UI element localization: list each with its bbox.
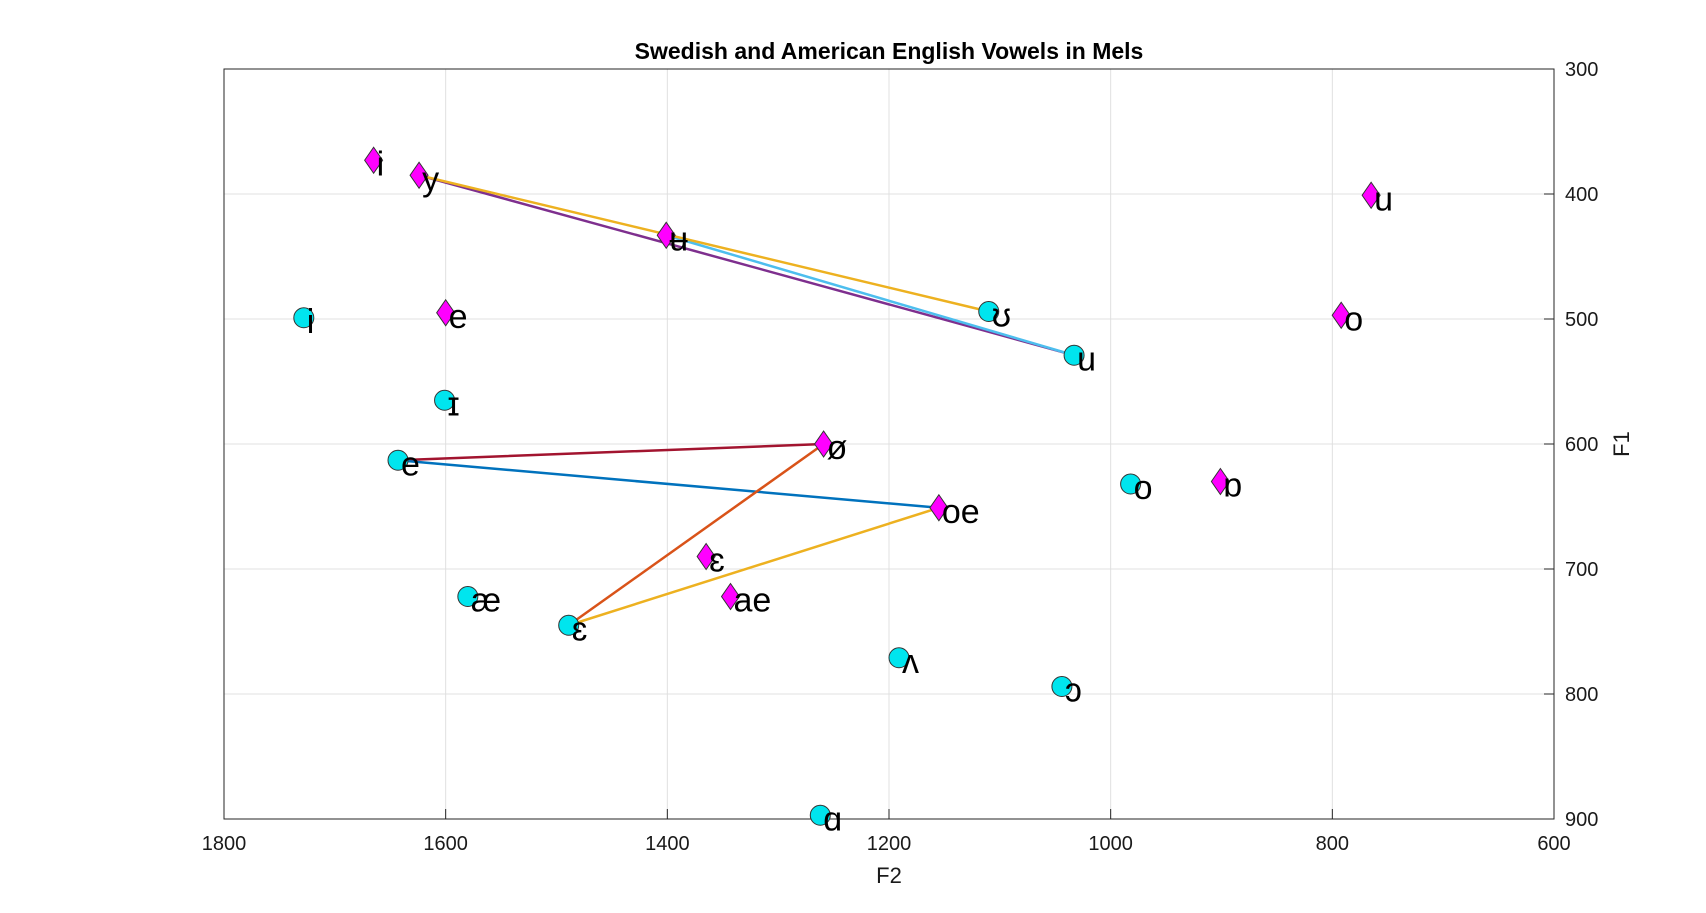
circle-marker (978, 301, 1000, 322)
vowel-label: ʊ (992, 297, 1011, 335)
diamond-marker (814, 430, 834, 458)
vowel-label: u (1077, 340, 1096, 378)
x-tick-label: 1400 (645, 833, 690, 855)
diamond-marker (656, 221, 676, 250)
connector-line (664, 234, 1076, 357)
connector-line (417, 174, 1076, 357)
vowel-label: y (422, 160, 439, 198)
circle-marker (293, 307, 315, 329)
y-tick-label: 900 (1565, 809, 1598, 831)
y-axis-label: F1 (1609, 431, 1634, 457)
circle-marker (457, 586, 479, 607)
diamond-marker (436, 298, 456, 327)
circle-marker (1063, 344, 1085, 366)
diamond-marker (1210, 467, 1230, 496)
circle-marker (809, 804, 831, 826)
x-axis-label: F2 (876, 863, 902, 888)
vowel-label: e (401, 445, 420, 483)
diamond-marker (364, 146, 384, 175)
connector-lines (396, 174, 1076, 627)
vowel-label: u (1374, 180, 1393, 218)
connector-line (567, 442, 825, 627)
y-tick-label: 400 (1565, 184, 1598, 206)
circle-marker (888, 647, 910, 669)
x-tick-label: 1600 (423, 833, 468, 855)
diamond-marker (929, 493, 949, 522)
vowel-label: ø (827, 429, 848, 467)
vowel-label: oe (942, 493, 980, 531)
circle-marker (387, 449, 409, 471)
diamond-marker (409, 161, 429, 190)
markers (293, 146, 1381, 826)
vowel-label: ɪ (448, 385, 460, 423)
vowel-label: æ (471, 582, 501, 620)
connector-line (396, 459, 941, 509)
diamond-marker (1331, 301, 1351, 330)
vowel-label: ʌ (902, 643, 919, 681)
vowel-label: ɛ (572, 610, 588, 648)
vowel-label: ʉ (669, 220, 688, 258)
x-tick-label: 1200 (867, 833, 912, 855)
vowel-label: ɛ (709, 542, 725, 580)
vowel-label: o (1134, 469, 1153, 507)
vowel-label: e (449, 298, 468, 336)
y-tick-label: 600 (1565, 434, 1598, 456)
vowel-label: ɑ (823, 800, 842, 838)
diamond-marker (696, 542, 716, 571)
vowel-label: o (1344, 300, 1363, 338)
x-tick-label: 600 (1537, 833, 1570, 855)
connector-line (417, 174, 990, 313)
x-tick-label: 1800 (202, 833, 247, 855)
x-tick-label: 800 (1316, 833, 1349, 855)
circle-marker (434, 389, 456, 411)
connector-line (396, 442, 825, 462)
vowel-label: ɒ (1223, 467, 1242, 505)
circle-marker (558, 614, 580, 636)
y-tick-label: 800 (1565, 684, 1598, 706)
vowel-label: i (377, 145, 385, 183)
vowel-label: ɔ (1065, 672, 1082, 710)
diamond-marker (720, 582, 741, 611)
y-tick-label: 500 (1565, 309, 1598, 331)
chart-title: Swedish and American English Vowels in M… (635, 38, 1144, 64)
axis-ticks: 1800 1600 1400 1200 1000 800 600 300 400 500 600 70… (202, 59, 1599, 855)
circle-marker (1051, 676, 1073, 697)
vowel-label: ae (734, 582, 772, 620)
x-tick-label: 1000 (1088, 833, 1133, 855)
circle-marker (1120, 473, 1142, 495)
connector-line (567, 506, 941, 627)
y-tick-label: 700 (1565, 559, 1598, 581)
diamond-marker (1361, 181, 1381, 210)
vowel-label: i (307, 303, 315, 341)
y-tick-label: 300 (1565, 59, 1598, 81)
